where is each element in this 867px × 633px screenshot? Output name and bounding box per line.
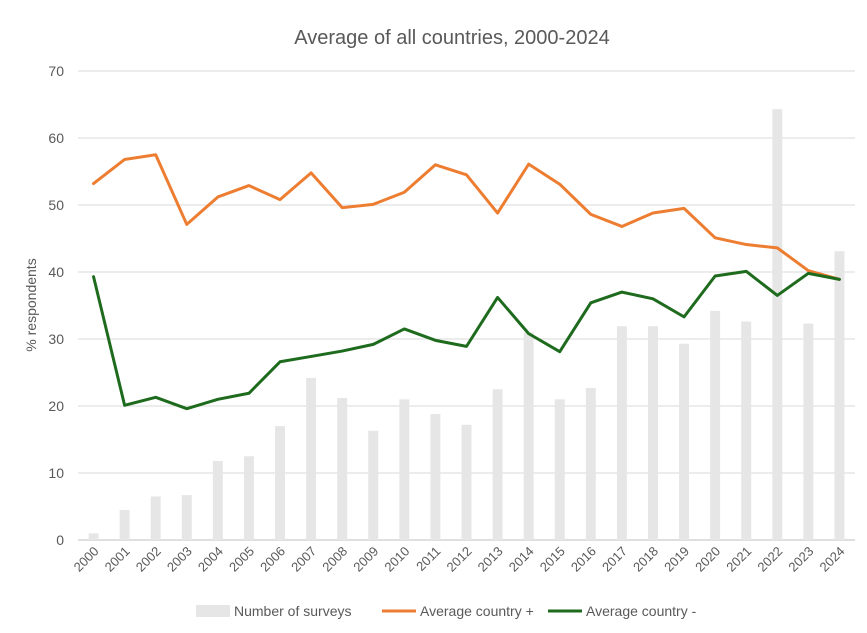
bar-2016 — [585, 387, 596, 540]
bar-2014 — [523, 332, 534, 540]
bar-2009 — [368, 430, 379, 540]
bar-2022 — [772, 109, 783, 540]
line-series-2 — [92, 269, 841, 411]
bar-2007 — [306, 377, 317, 540]
x-tick-label: 2002 — [133, 544, 164, 575]
x-tick-label: 2003 — [164, 544, 195, 575]
bars-number-of-surveys — [88, 109, 845, 541]
x-tick-label: 2014 — [506, 544, 537, 575]
x-tick-label: 2021 — [723, 544, 754, 575]
legend-swatch-bar — [196, 605, 230, 617]
y-tick-label: 10 — [48, 465, 64, 481]
bar-2003 — [181, 495, 192, 540]
bar-2012 — [461, 424, 472, 540]
x-tick-label: 2006 — [257, 544, 288, 575]
bar-2000 — [88, 533, 99, 540]
y-tick-label: 0 — [56, 532, 64, 548]
x-tick-label: 2013 — [475, 544, 506, 575]
x-tick-label: 2009 — [350, 544, 381, 575]
bar-2001 — [119, 509, 130, 540]
y-tick-labels: 0 10 20 30 40 50 60 70 — [48, 63, 64, 548]
x-tick-label: 2023 — [785, 544, 816, 575]
bar-2015 — [554, 399, 565, 540]
y-tick-label: 60 — [48, 130, 64, 146]
legend: Number of surveys Average country + Averag… — [196, 603, 697, 619]
bar-2021 — [741, 321, 752, 540]
x-tick-label: 2000 — [71, 544, 102, 575]
x-tick-label: 2007 — [288, 544, 319, 575]
x-tick-label: 2008 — [319, 544, 350, 575]
bar-2018 — [648, 326, 658, 540]
y-tick-label: 20 — [48, 398, 64, 414]
x-tick-label: 2005 — [226, 544, 257, 575]
y-tick-label: 40 — [48, 264, 64, 280]
bar-2008 — [337, 397, 348, 540]
x-tick-label: 2019 — [661, 544, 692, 575]
x-tick-label: 2012 — [444, 544, 475, 575]
y-tick-label: 70 — [48, 63, 64, 79]
x-tick-label: 2017 — [599, 544, 630, 575]
legend-label: Average country + — [420, 603, 534, 619]
x-tick-label: 2004 — [195, 544, 226, 575]
bar-2013 — [492, 389, 503, 540]
legend-label: Average country - — [586, 603, 697, 619]
bar-2010 — [399, 399, 410, 540]
bar-2017 — [616, 326, 627, 540]
bar-2020 — [710, 310, 721, 540]
lines — [92, 153, 841, 411]
bar-2004 — [212, 460, 223, 540]
x-tick-label: 2016 — [568, 544, 599, 575]
line-series-1 — [92, 153, 841, 281]
legend-label: Number of surveys — [234, 603, 351, 619]
bar-2005 — [243, 456, 254, 540]
x-tick-labels: 2000 2001 2002 2003 2004 2005 2006 2007 2008 2009… — [71, 544, 848, 575]
bar-2023 — [803, 323, 814, 540]
y-tick-label: 30 — [48, 331, 64, 347]
y-axis-label: % respondents — [23, 258, 39, 351]
x-tick-label: 2015 — [537, 544, 568, 575]
y-tick-label: 50 — [48, 197, 64, 213]
bar-2002 — [150, 496, 161, 540]
bar-2019 — [679, 343, 690, 540]
x-tick-label: 2022 — [754, 544, 785, 575]
bar-2011 — [430, 414, 441, 540]
bar-2024 — [834, 251, 845, 541]
x-tick-label: 2024 — [817, 544, 848, 575]
x-tick-label: 2010 — [381, 544, 412, 575]
chart-title: Average of all countries, 2000-2024 — [294, 27, 609, 49]
x-tick-label: 2001 — [102, 544, 133, 575]
x-tick-label: 2011 — [413, 544, 443, 574]
x-tick-label: 2020 — [692, 544, 723, 575]
x-tick-label: 2018 — [630, 544, 661, 575]
bar-2006 — [275, 426, 285, 540]
